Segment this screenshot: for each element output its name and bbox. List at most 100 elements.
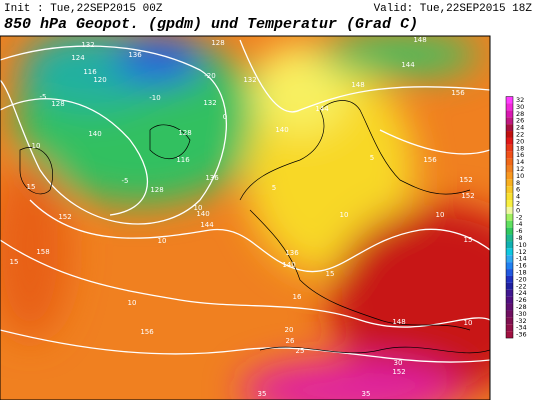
contour-label: 20 xyxy=(285,326,294,334)
colorbar-label: -2 xyxy=(516,213,522,221)
colorbar-swatch xyxy=(506,158,513,166)
colorbar-label: -14 xyxy=(516,255,527,263)
contour-label: 120 xyxy=(93,76,106,84)
init-time: Init : Tue,22SEP2015 00Z xyxy=(4,3,163,15)
contour-label: 15 xyxy=(10,258,19,266)
contour-label: 158 xyxy=(36,248,49,256)
contour-label: 148 xyxy=(392,318,405,326)
colorbar-label: 8 xyxy=(516,179,520,187)
contour-label: -10 xyxy=(149,94,160,102)
contour-label: 30 xyxy=(394,359,403,367)
valid-time: Valid: Tue,22SEP2015 18Z xyxy=(374,3,533,15)
contour-label: 10 xyxy=(194,204,203,212)
contour-label: 144 xyxy=(200,221,214,229)
colorbar-label: -24 xyxy=(516,289,527,297)
contour-label: 15 xyxy=(27,183,36,191)
colorbar-label: -8 xyxy=(516,234,522,242)
colorbar-swatch xyxy=(506,172,513,180)
contour-label: 10 xyxy=(32,142,41,150)
colorbar-label: -20 xyxy=(516,275,527,283)
colorbar-frame xyxy=(505,96,514,339)
map-title: 850 hPa Geopot. (gpdm) und Temperatur (G… xyxy=(4,16,418,33)
contour-label: 25 xyxy=(296,347,305,355)
colorbar-label: -36 xyxy=(516,331,527,339)
colorbar-swatch xyxy=(506,275,513,283)
contour-label: 128 xyxy=(150,186,163,194)
colorbar-label: 0 xyxy=(516,206,520,214)
contour-label: 132 xyxy=(81,41,94,49)
colorbar-swatch xyxy=(506,289,513,297)
colorbar-swatch xyxy=(506,303,513,311)
colorbar-swatch xyxy=(506,193,513,201)
colorbar-swatch xyxy=(506,117,513,125)
colorbar-label: 20 xyxy=(516,137,524,145)
contour-label: 156 xyxy=(423,156,437,164)
colorbar-swatch xyxy=(506,151,513,159)
colorbar-swatch xyxy=(506,110,513,118)
colorbar-swatch xyxy=(506,262,513,270)
colorbar-swatch xyxy=(506,124,513,132)
colorbar-label: 26 xyxy=(516,117,524,125)
contour-label: 10 xyxy=(128,299,137,307)
colorbar-swatch xyxy=(506,324,513,332)
contour-label: 16 xyxy=(293,293,302,301)
contour-label: 116 xyxy=(176,156,190,164)
contour-label: -5 xyxy=(40,93,47,101)
contour-label: 10 xyxy=(340,211,349,219)
contour-label: 15 xyxy=(326,270,335,278)
contour-label: 35 xyxy=(362,390,371,398)
contour-labels: 132124116120128140-5136-20-10132128116-5… xyxy=(10,26,475,398)
colorbar-label: -16 xyxy=(516,262,527,270)
colorbar-swatch xyxy=(506,144,513,152)
contour-label: -5 xyxy=(122,177,129,185)
colorbar: 32302826242220181614121086420-2-4-6-8-10… xyxy=(505,96,527,339)
contour-label: 132 xyxy=(243,76,256,84)
contour-label: 152 xyxy=(392,368,405,376)
colorbar-label: 2 xyxy=(516,200,520,208)
contour-label: 10 xyxy=(464,319,473,327)
colorbar-label: -12 xyxy=(516,248,527,256)
colorbar-swatch xyxy=(506,206,513,214)
contour-label: 132 xyxy=(203,99,216,107)
contour-label: 152 xyxy=(58,213,71,221)
colorbar-label: 18 xyxy=(516,144,524,152)
contour-label: 128 xyxy=(211,39,224,47)
colorbar-swatch xyxy=(506,255,513,263)
map xyxy=(0,36,490,400)
contour-label: 140 xyxy=(196,210,209,218)
contour-label: 15 xyxy=(464,236,473,244)
contour-label: 5 xyxy=(370,154,374,162)
colorbar-swatch xyxy=(506,331,513,339)
contour-label: 136 xyxy=(128,51,142,59)
contour-label: 144 xyxy=(401,61,415,69)
contour-label: 140 xyxy=(88,130,101,138)
colorbar-swatch xyxy=(506,220,513,228)
contour-label: 5 xyxy=(272,184,276,192)
contour-label: 10 xyxy=(158,237,167,245)
colorbar-label: 4 xyxy=(516,193,520,201)
colorbar-swatch xyxy=(506,310,513,318)
contour-label: 140 xyxy=(282,261,295,269)
colorbar-label: -6 xyxy=(516,227,522,235)
contour-label: -20 xyxy=(204,72,215,80)
colorbar-label: -32 xyxy=(516,317,527,325)
colorbar-label: -4 xyxy=(516,220,522,228)
contour-label: 124 xyxy=(71,54,85,62)
colorbar-label: 10 xyxy=(516,172,524,180)
contour-label: 10 xyxy=(436,211,445,219)
colorbar-swatch xyxy=(506,213,513,221)
contour-label: 156 xyxy=(451,89,465,97)
colorbar-swatch xyxy=(506,131,513,138)
contour-label: 152 xyxy=(459,176,472,184)
colorbar-swatch xyxy=(506,200,513,207)
contour-label: 5 xyxy=(401,26,405,34)
colorbar-label: 22 xyxy=(516,131,524,139)
colorbar-label: -34 xyxy=(516,324,527,332)
colorbar-swatch xyxy=(506,248,513,256)
contour-label: 26 xyxy=(286,337,295,345)
contour-label: 156 xyxy=(140,328,154,336)
colorbar-label: 28 xyxy=(516,110,524,118)
contour-label: 116 xyxy=(83,68,97,76)
